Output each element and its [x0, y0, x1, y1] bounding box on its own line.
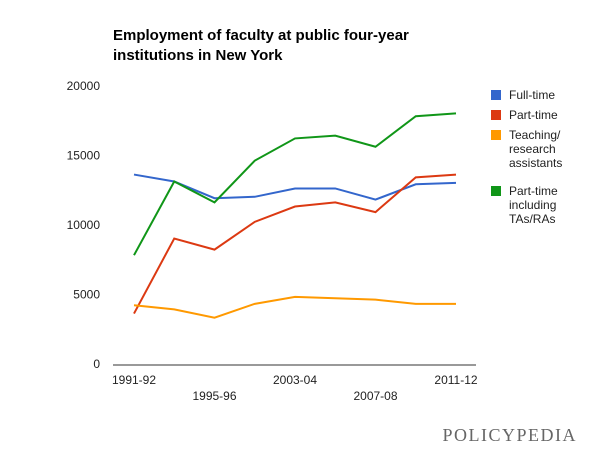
legend-swatch [491, 110, 501, 120]
legend-swatch [491, 130, 501, 140]
x-tick-label: 2003-04 [273, 373, 317, 387]
series-line [133, 173, 457, 315]
x-tick-label: 1991-92 [112, 373, 156, 387]
logo: POLICYPEDIA [442, 425, 577, 445]
legend-label: Part-time [509, 108, 558, 122]
legend-label: Full-time [509, 88, 556, 102]
legend-item: Full-time [491, 88, 584, 102]
series-line [133, 295, 456, 319]
x-tick-label: 2007-08 [353, 389, 397, 403]
y-tick-label: 20000 [67, 79, 101, 93]
y-tick-label: 5000 [73, 288, 100, 302]
x-tick-label: 2011-12 [434, 373, 477, 387]
legend-item: Part-time [491, 108, 584, 122]
y-tick-label: 15000 [67, 149, 101, 163]
legend-item: Part-time including TAs/RAs [491, 184, 584, 226]
chart-title: Employment of faculty at public four-yea… [113, 27, 409, 64]
x-tick-label: 1995-96 [192, 389, 236, 403]
legend-swatch [491, 90, 501, 100]
series-line [133, 173, 457, 201]
legend-swatch [491, 186, 501, 196]
series-line [133, 112, 457, 256]
legend-label: Part-time including TAs/RAs [509, 184, 558, 226]
y-tick-label: 0 [93, 357, 100, 371]
legend-item: Teaching/ research assistants [491, 128, 584, 170]
y-tick-label: 10000 [67, 218, 101, 232]
legend-label: Teaching/ research assistants [509, 128, 563, 170]
